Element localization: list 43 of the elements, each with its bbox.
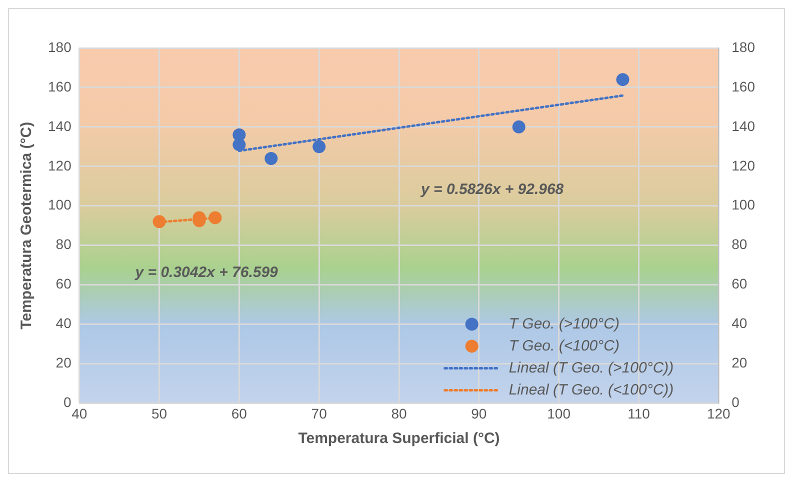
x-tick-label: 70 [311, 405, 328, 422]
y2-tick-label: 0 [732, 394, 740, 410]
y2-tick-label: 20 [732, 354, 748, 371]
y2-tick-label: 80 [732, 236, 748, 252]
x-tick-label: 60 [231, 405, 248, 422]
point [512, 120, 526, 134]
point [312, 140, 326, 154]
y-tick-label: 180 [48, 38, 72, 55]
y-tick-label: 20 [56, 354, 72, 371]
x-tick-label: 110 [628, 405, 650, 422]
x-tick-label: 90 [471, 405, 487, 422]
y2-tick-label: 180 [732, 38, 756, 55]
x-tick-label: 100 [547, 405, 571, 422]
legend-label: Lineal (T Geo. (<100°C)) [508, 381, 674, 398]
y-tick-label: 40 [56, 315, 72, 332]
legend-label: Lineal (T Geo. (>100°C)) [508, 359, 674, 376]
point [616, 73, 630, 86]
y2-tick-label: 100 [732, 196, 756, 213]
y2-tick-label: 60 [732, 276, 748, 292]
y-axis-title: Temperatura Geotermica (°C) [18, 122, 36, 330]
y-tick-label: 160 [48, 78, 72, 94]
x-tick-label: 80 [391, 405, 407, 422]
legend-label: T Geo. (<100°C) [508, 337, 620, 354]
point [208, 211, 222, 224]
annotation: y = 0.5826x + 92.968 [420, 181, 564, 198]
x-axis-title: Temperatura Superficial (°C) [298, 430, 500, 448]
x-tick-label: 120 [706, 405, 731, 422]
y-tick-label: 120 [48, 157, 72, 174]
y-tick-label: 0 [64, 394, 72, 410]
y2-tick-label: 40 [732, 315, 748, 332]
y-tick-label: 140 [48, 118, 72, 134]
x-tick-label: 40 [72, 405, 88, 422]
y-tick-label: 100 [48, 196, 72, 213]
y-tick-label: 60 [56, 276, 72, 292]
y2-tick-label: 160 [732, 78, 756, 94]
y-tick-label: 80 [56, 236, 72, 252]
point [264, 152, 278, 166]
point [232, 138, 246, 152]
legend-label: T Geo. (>100°C) [508, 315, 620, 332]
y2-tick-label: 120 [732, 157, 756, 174]
y2-tick-label: 140 [732, 118, 756, 134]
point [152, 215, 166, 228]
x-tick-label: 50 [151, 405, 168, 422]
